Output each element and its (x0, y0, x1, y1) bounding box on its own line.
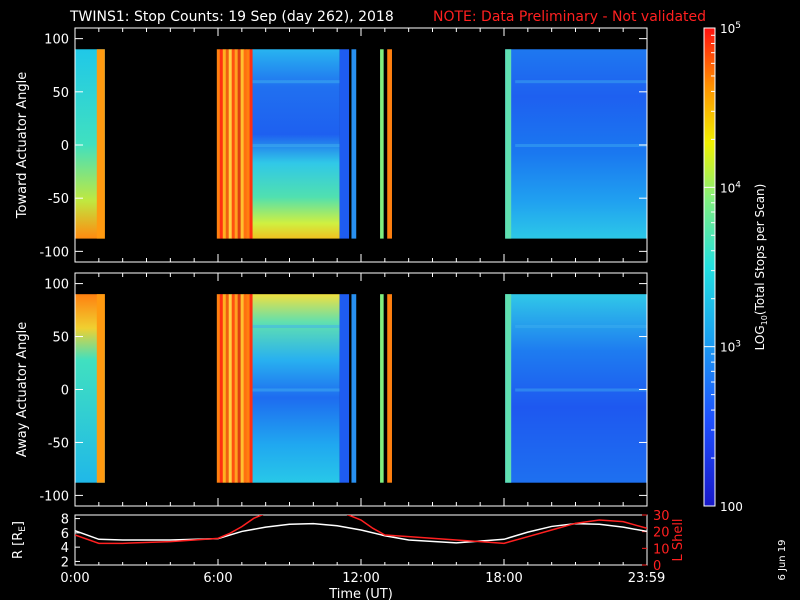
ephemeris-ylabel-right: L Shell (671, 518, 686, 561)
away-block-0730 (252, 294, 340, 483)
ephemeris-xtick-label: 6:00 (203, 571, 232, 586)
toward-block-0730 (252, 49, 340, 239)
ephemeris-ytick-label-right: 0 (653, 559, 661, 574)
toward-block-0600-stripe (249, 49, 254, 239)
toward-band (339, 49, 350, 239)
toward-ytick-label: 50 (52, 86, 69, 101)
toward-ylabel: Toward Actuator Angle (15, 72, 30, 219)
away-ylabel: Away Actuator Angle (15, 322, 30, 457)
toward-ytick-label: 0 (61, 139, 69, 154)
away-band (387, 294, 392, 483)
toward-texture (252, 144, 340, 147)
date-stamp: 6 Jun 19 (777, 539, 788, 580)
ephemeris-xtick-label: 18:00 (485, 571, 522, 586)
away-block-0600-stripe (243, 294, 248, 483)
away-texture (515, 388, 647, 392)
toward-edge-1800 (505, 49, 512, 239)
away-band (351, 294, 357, 483)
away-ytick-label: 0 (61, 384, 69, 399)
away-texture (515, 324, 647, 328)
away-ytick-label: -100 (39, 489, 69, 504)
colorbar-tick-label: 100 (720, 500, 743, 514)
toward-ytick-label: 100 (44, 33, 69, 48)
away-ytick-label: 100 (44, 278, 69, 293)
toward-block-0600-stripe (246, 49, 251, 239)
ephemeris-ytick-label-right: 30 (653, 509, 670, 524)
toward-block-0600-stripe (243, 49, 248, 239)
ephemeris-ylabel-left: R [RE] (11, 521, 28, 559)
toward-edge-0100 (96, 49, 105, 239)
away-texture (252, 388, 340, 392)
toward-block-0600-stripe (219, 49, 224, 239)
away-block-0600-stripe (219, 294, 224, 483)
ephemeris-ytick-label-left: 4 (61, 541, 69, 556)
ephemeris-ytick-label-left: 2 (61, 555, 69, 570)
toward-texture (515, 144, 647, 147)
away-edge-0100 (96, 294, 105, 483)
toward-block-1800 (505, 49, 647, 239)
preliminary-note: NOTE: Data Preliminary - Not validated (433, 9, 706, 25)
ephemeris-xtick-label: 23:59 (628, 571, 665, 586)
away-texture (252, 324, 340, 328)
ephemeris-ytick-label-left: 8 (61, 513, 69, 528)
page-title: TWINS1: Stop Counts: 19 Sep (day 262), 2… (69, 9, 394, 25)
l-shell-line (75, 515, 647, 545)
toward-block-0600-stripe (216, 49, 221, 239)
colorbar-tick-label: 104 (720, 180, 741, 195)
away-block-1800 (505, 294, 647, 483)
toward-block-0600-stripe (237, 49, 242, 239)
away-block-0600-stripe (240, 294, 245, 483)
ephemeris-xtick-label: 0:00 (60, 571, 89, 586)
toward-block-0600-stripe (234, 49, 239, 239)
away-block-0600-stripe (231, 294, 236, 483)
away-block-0600-stripe (228, 294, 233, 483)
colorbar-tick-label: 103 (720, 340, 741, 355)
toward-band (387, 49, 392, 239)
away-band (380, 294, 384, 483)
away-edge-1800 (505, 294, 512, 483)
toward-ytick-label: -50 (48, 192, 69, 207)
r-distance-line (75, 522, 647, 544)
toward-block-0600-stripe (225, 49, 230, 239)
colorbar-gradient (704, 28, 715, 506)
ephemeris-xlabel: Time (UT) (328, 587, 393, 600)
away-block-0600-stripe (216, 294, 221, 483)
ephemeris-ytick-label-right: 10 (653, 542, 670, 557)
toward-block-0600-stripe (240, 49, 245, 239)
away-block-0600-stripe (237, 294, 242, 483)
toward-band (380, 49, 384, 239)
toward-texture (515, 80, 647, 84)
away-band (339, 294, 350, 483)
away-block-0600-stripe (249, 294, 254, 483)
away-block-0600-stripe (246, 294, 251, 483)
colorbar-tick-label: 105 (720, 21, 741, 36)
ephemeris-xtick-label: 12:00 (342, 571, 379, 586)
away-ytick-label: -50 (48, 436, 69, 451)
toward-ytick-label: -100 (39, 245, 69, 260)
toward-texture (252, 80, 340, 84)
toward-block-0600-stripe (222, 49, 227, 239)
ephemeris-ytick-label-left: 6 (61, 527, 69, 542)
toward-band (351, 49, 357, 239)
away-block-0600-stripe (222, 294, 227, 483)
away-block-0600-stripe (225, 294, 230, 483)
colorbar-label: LOG10(Total Stops per Scan) (753, 184, 769, 351)
away-ytick-label: 50 (52, 331, 69, 346)
ephemeris-ytick-label-right: 20 (653, 526, 670, 541)
toward-block-0600-stripe (231, 49, 236, 239)
toward-block-0600-stripe (228, 49, 233, 239)
away-block-0600-stripe (234, 294, 239, 483)
